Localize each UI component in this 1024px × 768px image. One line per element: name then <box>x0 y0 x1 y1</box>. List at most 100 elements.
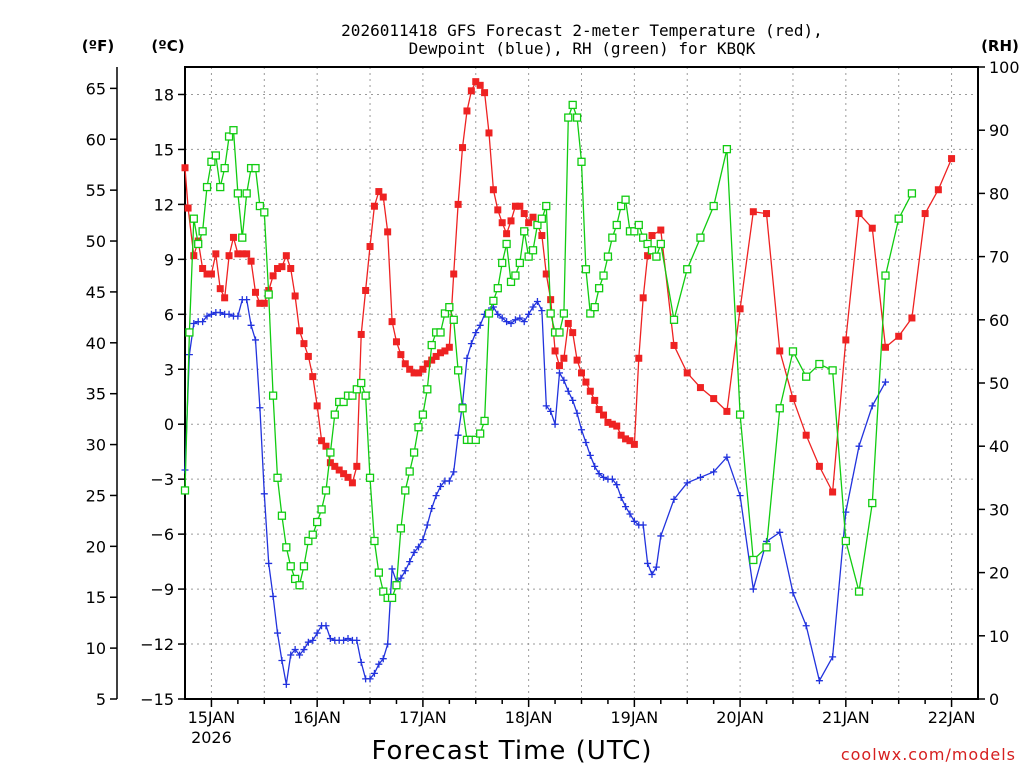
temperature-point <box>304 352 312 360</box>
rh-point <box>520 227 529 236</box>
temperature-point <box>494 206 502 214</box>
dewpoint-point <box>591 462 599 470</box>
dewpoint-point <box>657 532 665 540</box>
temperature-point <box>392 338 400 346</box>
dewpoint-point <box>595 470 603 478</box>
fahrenheit-tick-label: 45 <box>86 283 106 302</box>
temperature-point <box>529 213 537 221</box>
dewpoint-point <box>304 638 312 646</box>
temperature-point <box>569 329 577 337</box>
temperature-point <box>379 193 387 201</box>
rh-point <box>669 315 679 324</box>
celsius-tick-label: −15 <box>140 690 174 709</box>
rh-point <box>775 404 784 413</box>
date-tick-label: 15JAN <box>188 708 236 727</box>
rh-point <box>251 163 260 173</box>
grid-lines <box>185 67 978 699</box>
rh-point <box>762 543 771 552</box>
rh-point <box>282 543 291 552</box>
temperature-point <box>723 407 731 415</box>
dewpoint-point <box>388 565 396 573</box>
temperature-point <box>247 257 255 265</box>
rh-point <box>211 151 220 160</box>
rh-point <box>361 391 370 400</box>
temperature-point <box>291 292 299 300</box>
dewpoint-point <box>683 479 691 487</box>
rh-point <box>348 391 357 400</box>
temperature-point <box>520 210 528 218</box>
date-tick-label: 21JAN <box>822 708 870 727</box>
rh-point <box>656 239 665 249</box>
dewpoint-point <box>503 318 511 326</box>
rh-point <box>436 328 445 337</box>
rh-point <box>242 189 251 198</box>
rh-point <box>498 258 507 268</box>
temperature-point <box>353 462 361 470</box>
dewpoint-point <box>547 407 555 415</box>
rh-point <box>696 233 705 242</box>
temperature-point <box>555 362 563 370</box>
rh-point <box>581 265 591 274</box>
temperature-point <box>238 250 246 258</box>
chart-title-line-2: Dewpoint (blue), RH (green) for KBQK <box>409 39 756 58</box>
temperature-point <box>511 202 519 210</box>
rh-point <box>207 157 216 166</box>
temperature-point <box>344 473 352 481</box>
celsius-tick-label: 0 <box>164 415 174 434</box>
fahrenheit-tick-label: 35 <box>86 385 106 404</box>
temperature-point <box>190 252 198 260</box>
dewpoint-point <box>225 310 233 318</box>
rh-point <box>471 435 480 445</box>
rh-point <box>445 303 454 312</box>
rh-point <box>643 239 652 249</box>
temperature-point <box>630 440 638 448</box>
rh-point <box>202 182 212 192</box>
rh-point <box>802 372 811 381</box>
dewpoint-point <box>370 669 378 677</box>
rh-point <box>515 258 524 268</box>
dewpoint-point <box>494 310 502 318</box>
dewpoint-point <box>617 493 625 501</box>
dewpoint-point <box>207 310 215 318</box>
rh-point <box>224 132 234 141</box>
temperature-point <box>251 288 259 296</box>
rh-point <box>841 536 850 546</box>
temperature-point <box>498 219 506 227</box>
temperature-point <box>256 299 264 307</box>
rh-point <box>286 562 295 571</box>
rh-point <box>238 233 247 242</box>
temperature-point <box>481 89 489 97</box>
dewpoint-point <box>463 354 471 362</box>
rh-point <box>414 423 423 432</box>
rh-point <box>321 486 331 495</box>
temperature-point <box>203 270 211 278</box>
rh-point <box>273 473 282 482</box>
rh-point <box>387 593 397 603</box>
dewpoint-point <box>582 439 590 447</box>
dewpoint-point <box>723 453 731 461</box>
dewpoint-point <box>613 481 621 489</box>
temperature-point <box>366 243 374 251</box>
dewpoint-point <box>278 657 286 665</box>
rh-point <box>233 189 243 198</box>
dewpoint-point <box>600 473 608 481</box>
rh-point <box>617 201 626 211</box>
dewpoint-point <box>406 558 414 566</box>
dewpoint-point <box>384 640 392 648</box>
dewpoint-point <box>516 314 524 322</box>
rh-point <box>683 265 692 274</box>
temperature-point <box>749 208 757 216</box>
rh-point <box>290 574 300 584</box>
temperature-point <box>234 250 242 258</box>
date-tick-label: 19JAN <box>611 708 659 727</box>
celsius-axis-unit: (ºC) <box>151 37 184 55</box>
dewpoint-point <box>397 574 405 582</box>
dewpoint-point <box>282 680 290 688</box>
rh-tick-label: 20 <box>989 564 1009 583</box>
dewpoint-point <box>555 369 563 377</box>
rh-tick-label: 60 <box>989 311 1009 330</box>
rh-point <box>308 530 317 539</box>
rh-point <box>330 410 339 419</box>
rh-point <box>630 227 639 236</box>
